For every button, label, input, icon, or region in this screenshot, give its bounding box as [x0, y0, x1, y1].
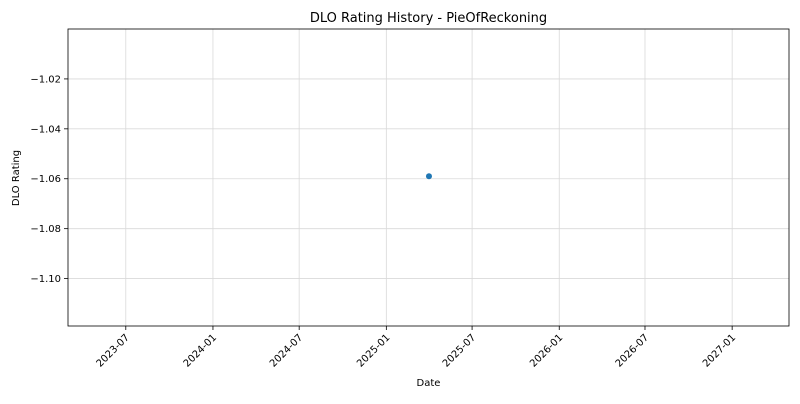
x-axis-label: Date — [417, 378, 441, 389]
y-tick-label: −1.04 — [30, 124, 61, 135]
y-axis-label: DLO Rating — [11, 150, 22, 206]
x-tick-label: 2026-07 — [614, 332, 651, 369]
y-tick-label: −1.10 — [30, 274, 61, 285]
x-tick-label: 2024-01 — [182, 332, 219, 369]
data-layer — [425, 173, 432, 180]
data-point — [425, 173, 432, 180]
y-axis: −1.02 −1.04 −1.06 −1.08 −1.10 — [30, 74, 68, 285]
x-tick-label: 2027-01 — [701, 332, 738, 369]
y-tick-label: −1.02 — [30, 74, 61, 85]
grid — [68, 29, 789, 326]
x-tick-label: 2025-01 — [355, 332, 392, 369]
x-tick-label: 2024-07 — [268, 332, 305, 369]
x-axis: 2023-07 2024-01 2024-07 2025-01 2025-07 2026-… — [95, 326, 738, 370]
chart-title: DLO Rating History - PieOfReckoning — [310, 11, 547, 26]
y-tick-label: −1.08 — [30, 224, 61, 235]
plot-frame — [67, 28, 790, 327]
x-tick-label: 2025-07 — [441, 332, 478, 369]
y-tick-label: −1.06 — [30, 174, 61, 185]
x-tick-label: 2026-01 — [528, 332, 565, 369]
x-tick-label: 2023-07 — [95, 332, 132, 369]
